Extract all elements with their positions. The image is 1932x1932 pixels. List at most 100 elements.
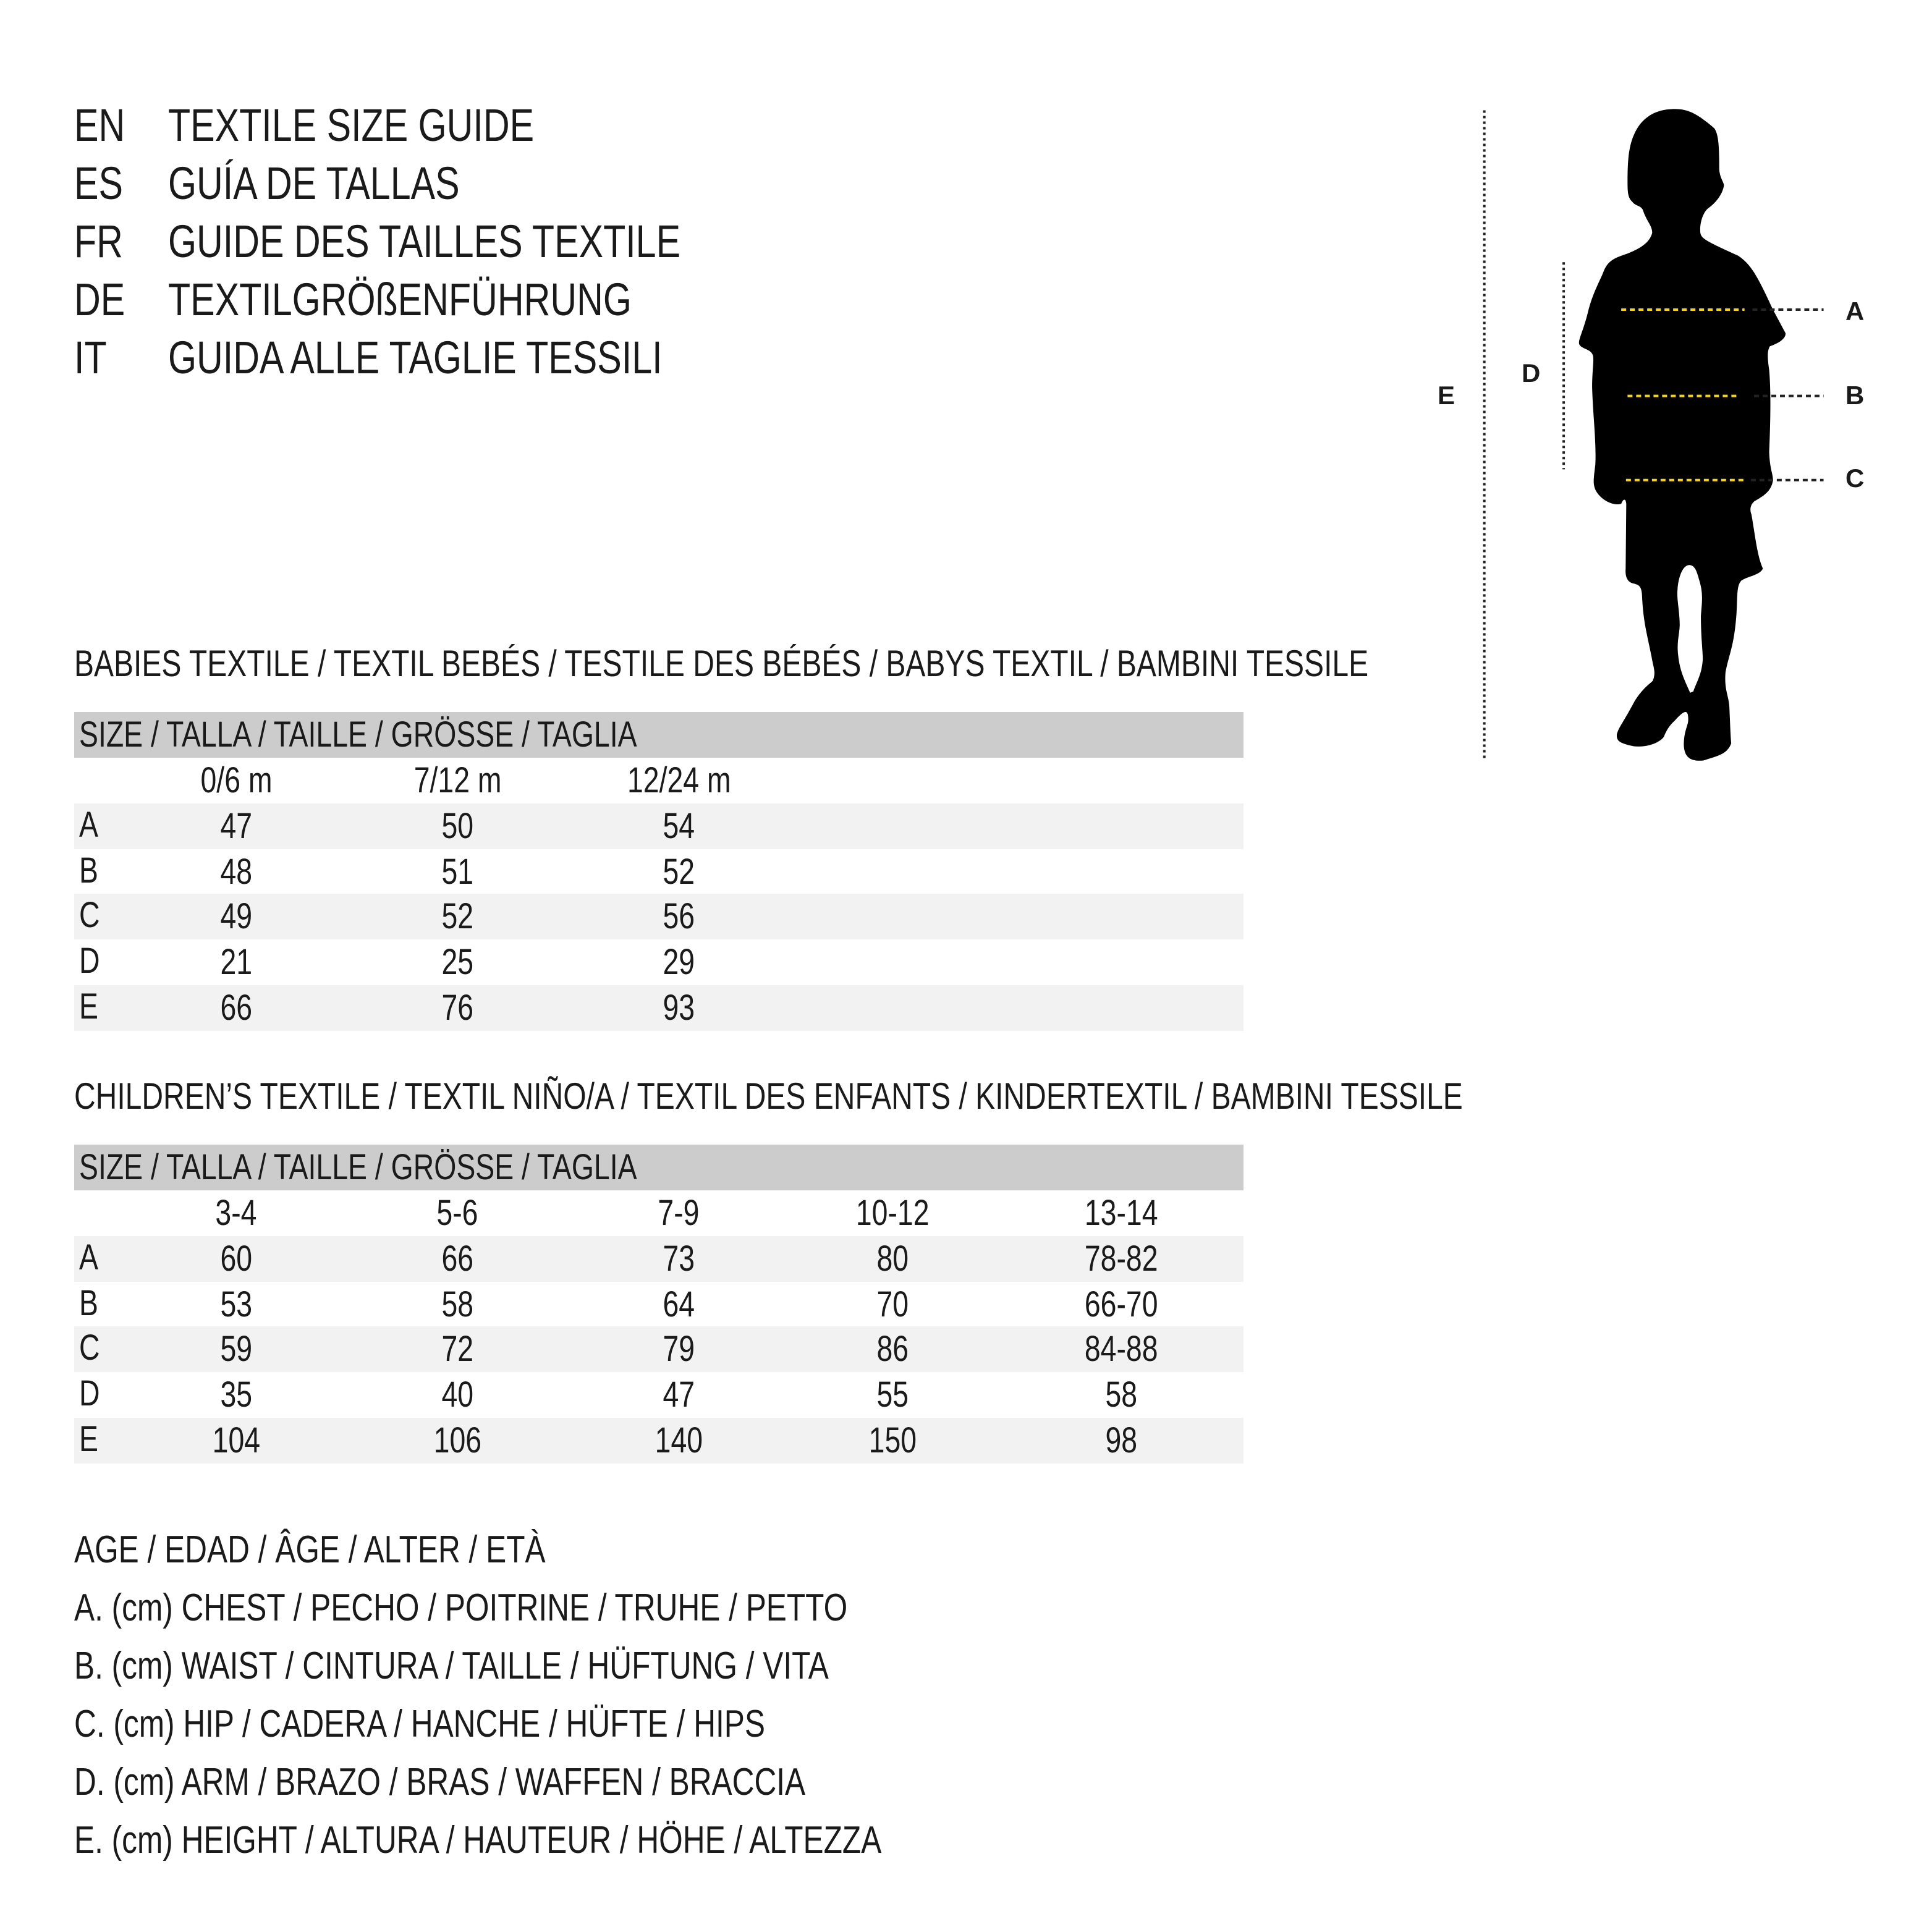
column-header-text: 10-12: [855, 1194, 930, 1234]
legend-text: E. (cm) HEIGHT / ALTURA / HAUTEUR / HÖHE…: [74, 1818, 882, 1862]
figure-label-c: C: [1845, 465, 1865, 493]
table-cell-value: 66: [220, 988, 252, 1028]
table-cell-value: 106: [433, 1421, 481, 1461]
table-cell: 48: [137, 851, 335, 893]
column-header: 13-14: [1022, 1193, 1220, 1235]
table-cell: 140: [580, 1420, 777, 1462]
row-label-text: B: [79, 1284, 98, 1324]
legend-line: A. (cm) CHEST / PECHO / POITRINE / TRUHE…: [74, 1586, 1041, 1630]
table-cell-value: 21: [220, 943, 252, 983]
row-label-text: D: [79, 942, 100, 982]
lang-code: FR: [74, 216, 123, 267]
table-cell-value: 55: [876, 1376, 909, 1416]
row-label: B: [79, 1282, 103, 1324]
title-text: TEXTILE SIZE GUIDE: [168, 100, 535, 151]
legend-line: B. (cm) WAIST / CINTURA / TAILLE / HÜFTU…: [74, 1644, 1017, 1688]
table-cell-value: 48: [220, 852, 252, 892]
table-cell-value: 150: [868, 1421, 917, 1461]
column-header-text: 3-4: [215, 1194, 257, 1234]
title-text: GUIDA ALLE TAGLIE TESSILI: [168, 333, 663, 383]
table-cell: 93: [580, 988, 777, 1030]
table-cell: 54: [580, 806, 777, 848]
column-header: 10-12: [794, 1193, 991, 1235]
table-cell: 106: [358, 1420, 556, 1462]
lang-code: ES: [74, 158, 123, 209]
table-cell: 40: [358, 1375, 556, 1417]
title-text: GUIDE DES TAILLES TEXTILE: [168, 216, 681, 267]
children-heading-text: CHILDREN’S TEXTILE / TEXTIL NIÑO/A / TEX…: [74, 1077, 1463, 1117]
table-cell: 80: [794, 1239, 991, 1281]
row-label: C: [79, 896, 105, 938]
row-label: A: [79, 805, 103, 847]
table-cell: 73: [580, 1239, 777, 1281]
legend-line: AGE / EDAD / ÂGE / ALTER / ETÀ: [74, 1528, 663, 1572]
table-row: B 53 58 64 70 66-70: [74, 1281, 1244, 1327]
figure-label-b: B: [1845, 382, 1865, 410]
table-cell: 150: [794, 1420, 991, 1462]
table-cell-value: 78-82: [1084, 1240, 1158, 1279]
legend-text: C. (cm) HIP / CADERA / HANCHE / HÜFTE / …: [74, 1702, 765, 1745]
table-cell: 47: [580, 1375, 777, 1417]
table-cell: 29: [580, 942, 777, 984]
row-label: A: [79, 1237, 103, 1279]
table-cell: 58: [1022, 1375, 1220, 1417]
table-cell-value: 79: [663, 1330, 695, 1370]
table-cell: 84-88: [1022, 1329, 1220, 1371]
figure-label-d: D: [1522, 360, 1541, 388]
table-cell-value: 66: [441, 1240, 473, 1279]
legend-line: D. (cm) ARM / BRAZO / BRAS / WAFFEN / BR…: [74, 1760, 988, 1805]
table-cell-value: 51: [441, 852, 473, 892]
table-cell: 56: [580, 897, 777, 939]
title-text: TEXTILGRÖßENFÜHRUNG: [168, 274, 632, 325]
table-cell-value: 47: [220, 807, 252, 847]
row-label: D: [79, 941, 105, 983]
table-cell: 47: [137, 806, 335, 848]
legend-text: D. (cm) ARM / BRAZO / BRAS / WAFFEN / BR…: [74, 1760, 806, 1803]
row-label: E: [79, 1419, 103, 1461]
table-row: C 59 72 79 86 84-88: [74, 1326, 1244, 1373]
row-label-text: E: [79, 987, 98, 1027]
table-cell-value: 54: [663, 807, 695, 847]
children-heading: CHILDREN’S TEXTILE / TEXTIL NIÑO/A / TEX…: [74, 1077, 1810, 1119]
table-row: A 60 66 73 80 78-82: [74, 1236, 1244, 1282]
column-header: 3-4: [137, 1193, 335, 1235]
row-label-text: C: [79, 1329, 100, 1369]
row-label: D: [79, 1373, 105, 1415]
table-cell: 98: [1022, 1420, 1220, 1462]
table-cell-value: 64: [663, 1285, 695, 1325]
row-label-text: D: [79, 1375, 100, 1415]
table-cell: 66: [358, 1239, 556, 1281]
legend-text: A. (cm) CHEST / PECHO / POITRINE / TRUHE…: [74, 1586, 848, 1629]
table-cell-value: 53: [220, 1285, 252, 1325]
table-cell-value: 52: [441, 897, 473, 938]
lang-code: EN: [74, 100, 125, 151]
title-text: GUÍA DE TALLAS: [168, 158, 460, 209]
table-cell: 79: [580, 1329, 777, 1371]
table-cell-value: 47: [663, 1376, 695, 1416]
table-cell: 72: [358, 1329, 556, 1371]
row-label-text: B: [79, 851, 98, 891]
table-cell: 70: [794, 1284, 991, 1326]
column-header: 12/24 m: [580, 760, 777, 802]
table-cell-value: 25: [441, 943, 473, 983]
size-header-text: SIZE / TALLA / TAILLE / GRÖSSE / TAGLIA: [79, 716, 637, 755]
table-cell: 64: [580, 1284, 777, 1326]
figure-label-e: E: [1438, 382, 1455, 410]
table-cell-value: 104: [212, 1421, 260, 1461]
table-cell: 76: [358, 988, 556, 1030]
table-cell-value: 40: [441, 1376, 473, 1416]
table-cell-value: 56: [663, 897, 695, 938]
table-cell-value: 58: [1105, 1376, 1137, 1416]
table-cell: 66-70: [1022, 1284, 1220, 1326]
babies-heading-text: BABIES TEXTILE / TEXTIL BEBÉS / TESTILE …: [74, 644, 1369, 685]
row-label-text: A: [79, 1239, 98, 1278]
column-header: 7-9: [580, 1193, 777, 1235]
row-label: E: [79, 986, 103, 1028]
table-cell-value: 50: [441, 807, 473, 847]
table-cell-value: 93: [663, 988, 695, 1028]
table-cell: 104: [137, 1420, 335, 1462]
column-header-row: 3-4 5-6 7-9 10-12 13-14: [74, 1190, 1244, 1236]
table-cell-value: 70: [876, 1285, 909, 1325]
babies-size-header: SIZE / TALLA / TAILLE / GRÖSSE / TAGLIA: [74, 712, 1244, 758]
table-row: C 49 52 56: [74, 894, 1244, 940]
